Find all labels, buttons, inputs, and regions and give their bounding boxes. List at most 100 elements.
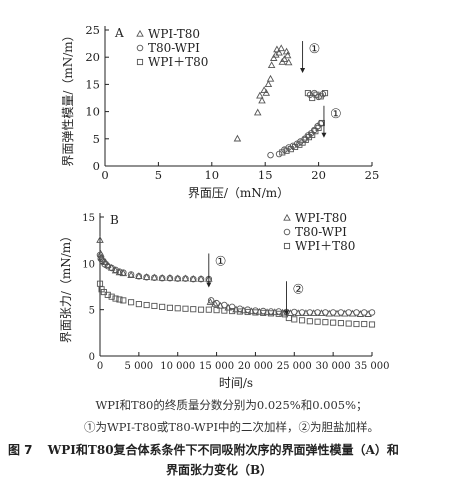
data-point [142,273,151,280]
y-tick-label: 5 [89,306,95,317]
figure-caption-line-2: 界面张力变化（B） [166,461,272,478]
data-point [291,308,298,316]
x-tick-label: 5 [155,168,162,182]
data-point [135,273,143,280]
data-point [283,147,290,154]
legend-marker [283,228,291,236]
data-point [267,308,275,315]
data-point [262,88,271,96]
data-point [267,310,275,317]
data-point [174,275,181,282]
panel-b: 0 5 000 10 000 15 000 20 000 25 000 30 000 35 0… [59,211,390,390]
data-point [244,308,251,316]
data-point [158,274,166,281]
data-point [116,268,123,275]
panel-a: 0 5 10 15 20 25 0 5 10 15 20 25 界面压/（mN/m） 界面弹性模量/（mN… [61,23,379,200]
data-point [306,309,314,316]
y-tick-label: 15 [82,213,95,224]
data-point [159,303,166,310]
data-point [275,150,283,158]
data-point [321,90,329,97]
data-point [348,309,357,317]
data-point [213,307,220,314]
x-tick-label: 30 000 [316,361,351,372]
x-axis-label: 界面压/（mN/m） [188,186,289,200]
data-point [229,308,236,315]
data-point [166,274,174,282]
annotation-arrowhead [206,282,212,288]
data-point [360,309,368,316]
legend-label: WPI＋T80 [295,239,355,253]
data-point [259,307,267,315]
annotation-label: ② [293,282,305,297]
data-point [205,306,212,313]
series-square [96,280,376,328]
data-point [298,309,306,316]
data-point [252,309,259,316]
data-point [127,271,135,278]
data-point [368,309,376,316]
data-point [279,149,286,156]
data-point [299,317,306,324]
y-axis-label: 界面弹性模量/（mN/m） [61,29,75,166]
y-tick-label: 5 [93,132,100,146]
y-tick-label: 0 [89,352,95,363]
series-triangle [233,44,293,142]
data-point [104,261,112,268]
y-tick-label: 15 [85,77,100,91]
y-axis-label: 界面张力/（mN/m） [59,230,73,343]
data-point [189,274,198,282]
data-point [273,45,281,53]
legend-marker [283,213,291,221]
data-point [166,304,173,311]
data-point [228,303,236,311]
data-point [182,305,189,312]
data-point [283,51,292,59]
data-point [197,274,205,282]
data-point [280,55,289,63]
data-point [304,132,312,139]
data-point [269,54,278,61]
x-tick-label: 10 000 [160,361,195,372]
data-point [312,128,319,135]
x-tick-label: 15 000 [199,361,234,372]
data-point [277,44,285,52]
x-tick-label: 20 000 [238,361,273,372]
legend-marker [136,44,144,52]
data-point [120,297,127,304]
annotation-label: ① [330,107,342,122]
data-point [356,310,365,317]
data-point [182,275,189,282]
data-point [361,320,368,328]
annotation-arrowhead [300,68,306,74]
annotation-arrowhead [284,310,290,316]
data-point [337,320,344,327]
y-tick-label: 25 [85,23,100,37]
x-tick-label: 0 [101,168,108,182]
annotation-arrowhead [321,132,327,138]
data-point [128,299,135,306]
data-point [314,309,321,316]
data-point [317,93,324,100]
data-point [282,47,291,55]
data-point [353,320,360,328]
data-point [135,301,142,308]
figure-caption-label: 图 7 [8,443,33,457]
data-point [322,309,329,316]
x-tick-label: 15 [258,168,273,182]
data-point [158,274,166,282]
data-point [260,309,267,316]
data-point [190,306,197,313]
data-point [253,108,262,116]
data-point [315,124,322,131]
data-point [213,299,220,307]
x-tick-label: 0 [97,361,103,372]
data-point [151,302,158,310]
note-line-2: ①为WPI-T80或T80-WPI中的二次加样，②为胆盐加样。 [83,420,380,434]
data-point [108,293,115,300]
data-point [116,296,123,303]
x-tick-label: 25 000 [277,361,312,372]
data-point [267,61,276,69]
data-point [96,251,104,259]
